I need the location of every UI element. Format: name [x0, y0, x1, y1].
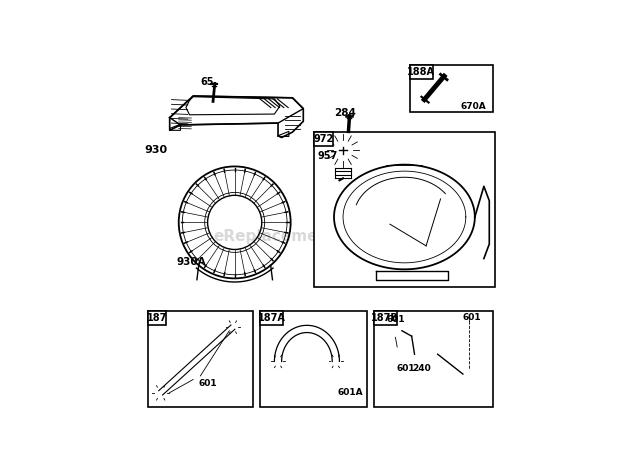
- Text: 187B: 187B: [371, 313, 399, 323]
- Text: eReplacementParts.com: eReplacementParts.com: [213, 229, 422, 244]
- Text: 187: 187: [147, 313, 167, 323]
- Text: 188A: 188A: [407, 67, 435, 77]
- Bar: [314, 132, 495, 287]
- Text: 284: 284: [334, 108, 356, 118]
- Text: 240: 240: [412, 364, 431, 373]
- Bar: [260, 311, 283, 325]
- Text: 670A: 670A: [461, 102, 486, 111]
- Text: 65: 65: [200, 76, 214, 87]
- Bar: [410, 65, 493, 112]
- Text: 930A: 930A: [177, 257, 206, 267]
- Bar: [314, 132, 332, 146]
- Text: 601: 601: [198, 378, 217, 387]
- Text: 972: 972: [313, 134, 334, 144]
- Text: 601A: 601A: [338, 388, 363, 397]
- Text: 601: 601: [462, 312, 481, 322]
- Bar: [410, 65, 433, 79]
- Text: 187A: 187A: [257, 313, 285, 323]
- Bar: [260, 311, 366, 407]
- Bar: [148, 311, 253, 407]
- Text: 601: 601: [386, 315, 405, 324]
- Text: 601: 601: [396, 364, 415, 373]
- Bar: [374, 311, 397, 325]
- Bar: [148, 311, 166, 325]
- Bar: [374, 311, 493, 407]
- Text: 957: 957: [317, 151, 338, 160]
- Text: 930: 930: [144, 145, 167, 155]
